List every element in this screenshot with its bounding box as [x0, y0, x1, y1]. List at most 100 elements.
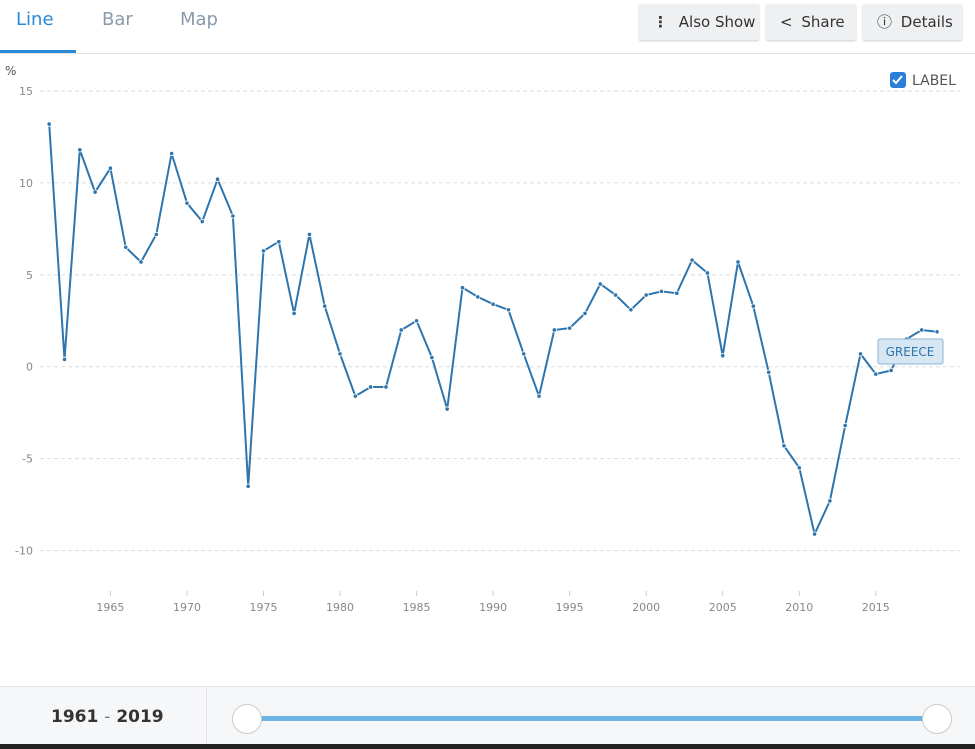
label-toggle[interactable]: LABEL — [912, 73, 956, 89]
range-text: 1961 - 2019 — [51, 707, 164, 727]
y-unit: % — [5, 64, 16, 78]
y-tick-label: -5 — [22, 453, 33, 466]
point — [658, 288, 665, 294]
button-label: Details — [900, 13, 953, 31]
checkmark — [892, 75, 903, 85]
point — [61, 356, 68, 362]
series-label: GREECE — [877, 338, 944, 365]
point — [184, 200, 190, 206]
point — [337, 351, 343, 357]
point — [107, 165, 114, 171]
point — [230, 213, 236, 219]
point — [781, 443, 787, 449]
point — [551, 327, 557, 333]
point — [582, 310, 588, 317]
series-label-text: GREECE — [886, 345, 935, 359]
point — [857, 351, 864, 357]
x-tick-label: 2010 — [785, 601, 813, 614]
chart: % LABEL 15 10 5 0 -5 -10 1965 1970 1975 1980 1985 1… — [5, 64, 960, 614]
point — [612, 292, 619, 298]
point — [138, 259, 144, 265]
point — [169, 150, 175, 157]
x-tick-label: 2005 — [709, 601, 737, 614]
x-tick-label: 2000 — [632, 601, 660, 614]
x-tick-label: 2015 — [862, 601, 890, 614]
point — [674, 290, 680, 296]
bottom-bar — [0, 744, 975, 749]
point — [567, 325, 573, 331]
point — [934, 329, 940, 335]
slider-track — [246, 716, 936, 721]
point — [123, 244, 129, 250]
point — [245, 483, 251, 489]
y-tick-label: -10 — [15, 545, 33, 558]
point — [383, 384, 389, 390]
point — [276, 239, 282, 245]
point — [46, 121, 52, 127]
footer: 1961 - 2019 — [0, 686, 975, 745]
tab-indicator — [0, 50, 76, 53]
button-label: Share — [801, 13, 845, 31]
x-tick-label: 1975 — [249, 601, 277, 614]
point — [888, 367, 894, 374]
point — [368, 384, 374, 390]
point — [199, 218, 205, 225]
tab[interactable]: Line — [16, 9, 54, 30]
point — [536, 393, 542, 399]
point — [475, 294, 481, 300]
x-tick-label: 1965 — [96, 601, 124, 614]
point — [260, 248, 267, 254]
range-start: 1961 — [51, 707, 99, 727]
x-tick-label: 1970 — [173, 601, 201, 614]
point — [521, 351, 527, 357]
point — [291, 310, 297, 317]
x-tick-label: 1985 — [403, 601, 431, 614]
point — [214, 176, 221, 182]
tab[interactable]: Map — [180, 9, 218, 30]
point — [796, 465, 802, 471]
y-tick-label: 0 — [26, 361, 33, 374]
point — [704, 270, 711, 276]
tab-bar: Line Bar Map ⋮ Also Show < Share ⓘ Detai… — [0, 0, 975, 54]
range-separator: - — [104, 707, 111, 727]
point — [873, 371, 879, 377]
point — [92, 189, 98, 195]
range-box: 1961 - 2019 — [0, 687, 207, 745]
point — [750, 303, 756, 309]
point — [352, 393, 358, 399]
point — [735, 259, 741, 265]
point — [689, 257, 695, 263]
y-tick-label: 5 — [26, 269, 33, 282]
point — [444, 406, 450, 412]
y-tick-label: 15 — [19, 85, 33, 98]
point — [490, 301, 496, 307]
slider-handle[interactable] — [922, 704, 952, 734]
point — [459, 285, 466, 291]
point — [643, 292, 649, 298]
x-tick-label: 1995 — [556, 601, 584, 614]
point — [306, 231, 313, 237]
tab[interactable]: Bar — [102, 9, 133, 30]
point — [811, 531, 818, 537]
button-label: Also Show — [678, 13, 756, 31]
line — [48, 124, 938, 538]
point — [429, 354, 435, 361]
point — [919, 327, 925, 333]
series-label-box — [877, 338, 944, 365]
point — [628, 307, 634, 313]
also-show-button[interactable]: ⋮ Also Show — [639, 4, 759, 40]
point — [153, 231, 159, 237]
share-button[interactable]: < Share — [766, 4, 856, 40]
slider-handle[interactable] — [232, 704, 262, 734]
point — [597, 281, 603, 287]
point — [398, 327, 404, 333]
point — [505, 307, 512, 313]
details-button[interactable]: ⓘ Details — [863, 4, 962, 40]
x-tick-label: 1990 — [479, 601, 507, 614]
point — [766, 369, 772, 375]
point — [720, 353, 726, 359]
point — [77, 147, 83, 153]
y-tick-label: 10 — [19, 177, 33, 190]
range-end: 2019 — [116, 707, 164, 727]
